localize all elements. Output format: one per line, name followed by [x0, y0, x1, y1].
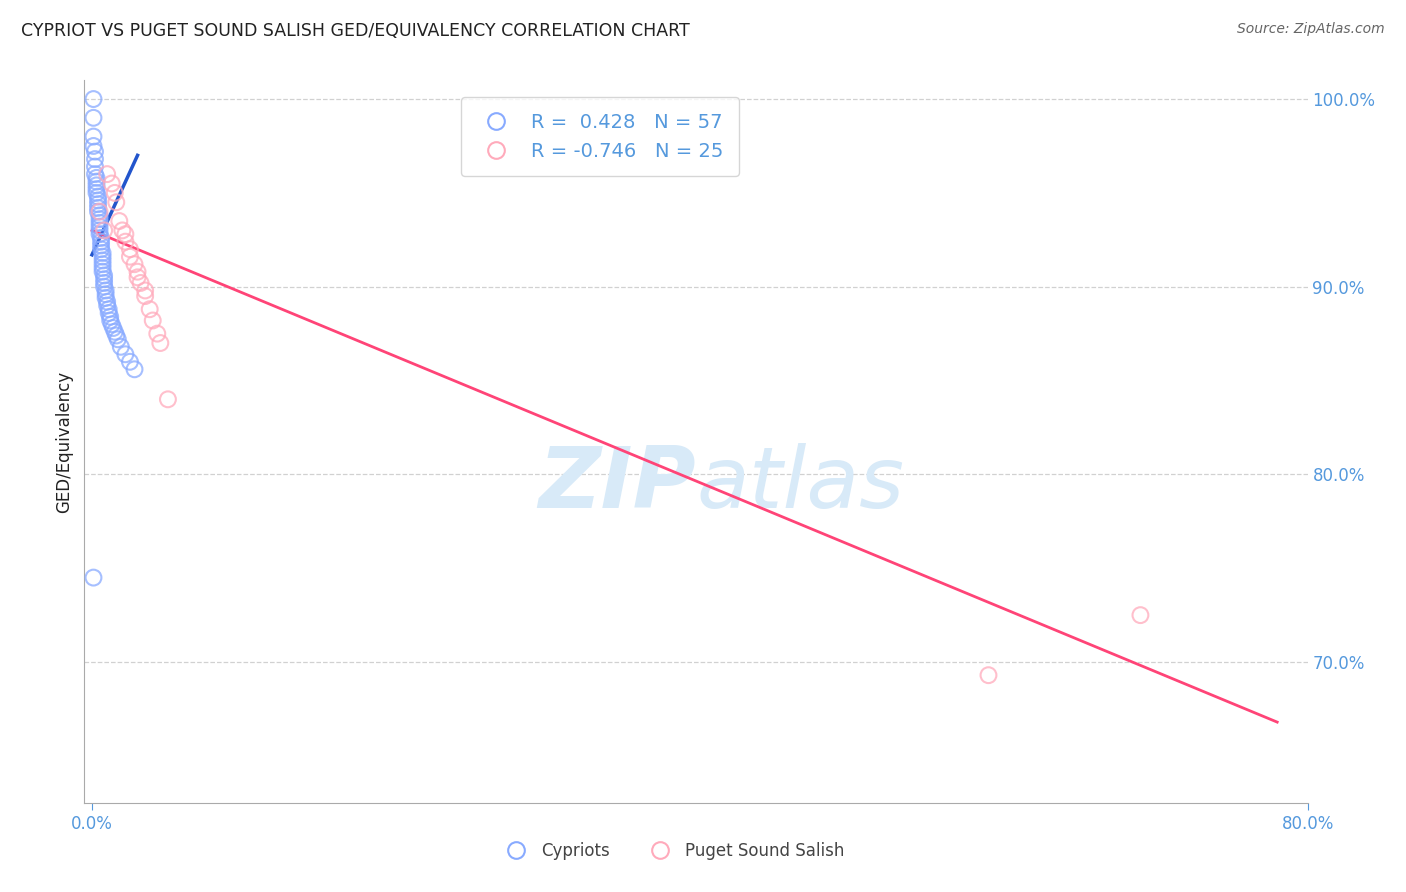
Point — [91, 246, 114, 260]
Point — [82, 111, 104, 125]
Point — [86, 170, 108, 185]
Point — [1129, 608, 1152, 623]
Point — [146, 326, 169, 341]
Point — [82, 129, 104, 144]
Point — [86, 182, 108, 196]
Point — [103, 321, 125, 335]
Point — [84, 145, 107, 159]
Point — [98, 310, 121, 324]
Point — [110, 340, 132, 354]
Point — [87, 201, 110, 215]
Point — [86, 178, 108, 193]
Point — [93, 276, 115, 290]
Point — [100, 318, 122, 332]
Point — [87, 189, 110, 203]
Point — [93, 268, 115, 283]
Point — [134, 284, 156, 298]
Point — [111, 223, 134, 237]
Point — [89, 204, 111, 219]
Point — [124, 257, 146, 271]
Point — [91, 265, 114, 279]
Point — [97, 302, 120, 317]
Point — [104, 325, 127, 339]
Point — [98, 313, 121, 327]
Point — [82, 571, 104, 585]
Point — [107, 332, 129, 346]
Point — [149, 336, 172, 351]
Point — [91, 257, 114, 271]
Point — [96, 167, 118, 181]
Point — [124, 362, 146, 376]
Point — [94, 287, 117, 301]
Point — [90, 231, 112, 245]
Text: atlas: atlas — [696, 443, 904, 526]
Point — [89, 212, 111, 227]
Point — [118, 355, 141, 369]
Point — [90, 238, 112, 252]
Point — [82, 92, 104, 106]
Point — [108, 214, 131, 228]
Point — [89, 208, 111, 222]
Point — [156, 392, 179, 407]
Point — [84, 160, 107, 174]
Point — [87, 204, 110, 219]
Point — [89, 216, 111, 230]
Point — [127, 270, 149, 285]
Point — [100, 177, 122, 191]
Point — [114, 227, 136, 242]
Point — [89, 227, 111, 242]
Point — [84, 167, 107, 181]
Point — [129, 276, 152, 290]
Point — [87, 197, 110, 211]
Point — [82, 139, 104, 153]
Point — [118, 242, 141, 256]
Point — [87, 194, 110, 208]
Point — [89, 223, 111, 237]
Point — [93, 223, 115, 237]
Point — [138, 302, 160, 317]
Legend: Cypriots, Puget Sound Salish: Cypriots, Puget Sound Salish — [492, 836, 851, 867]
Point — [96, 294, 118, 309]
Point — [90, 242, 112, 256]
Point — [118, 250, 141, 264]
Text: Source: ZipAtlas.com: Source: ZipAtlas.com — [1237, 22, 1385, 37]
Text: ZIP: ZIP — [538, 443, 696, 526]
Point — [91, 253, 114, 268]
Point — [114, 347, 136, 361]
Point — [105, 328, 128, 343]
Point — [977, 668, 1000, 682]
Point — [114, 235, 136, 249]
Point — [97, 306, 120, 320]
Point — [84, 152, 107, 166]
Point — [127, 265, 149, 279]
Point — [93, 272, 115, 286]
Point — [105, 195, 128, 210]
Point — [104, 186, 127, 200]
Point — [89, 219, 111, 234]
Point — [94, 284, 117, 298]
Text: CYPRIOT VS PUGET SOUND SALISH GED/EQUIVALENCY CORRELATION CHART: CYPRIOT VS PUGET SOUND SALISH GED/EQUIVA… — [21, 22, 690, 40]
Point — [86, 186, 108, 200]
Y-axis label: GED/Equivalency: GED/Equivalency — [55, 370, 73, 513]
Point — [94, 291, 117, 305]
Point — [91, 250, 114, 264]
Point — [96, 298, 118, 312]
Point — [86, 175, 108, 189]
Point — [134, 289, 156, 303]
Point — [91, 260, 114, 275]
Point — [93, 279, 115, 293]
Point — [90, 235, 112, 249]
Point — [142, 313, 165, 327]
